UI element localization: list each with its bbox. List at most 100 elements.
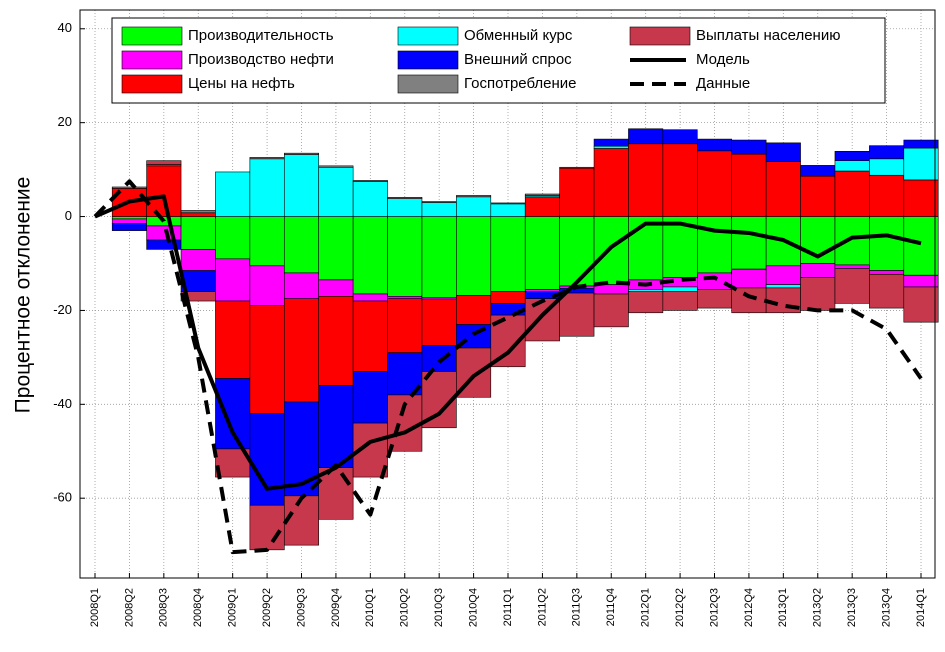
bar-segment bbox=[765, 265, 801, 285]
legend-label: Госпотребление bbox=[464, 75, 577, 92]
bar-segment bbox=[731, 153, 767, 217]
bar-segment bbox=[731, 287, 767, 314]
bar-segment bbox=[421, 201, 457, 203]
bar-segment bbox=[318, 166, 354, 217]
bar-segment bbox=[869, 158, 905, 176]
bar-segment bbox=[696, 272, 733, 290]
legend: Производительность Производство нефти Цены… bbox=[111, 17, 886, 104]
bar-segment bbox=[421, 202, 457, 217]
legend-label: Производство нефти bbox=[188, 51, 334, 68]
bar-segment bbox=[559, 166, 595, 169]
bar-segment bbox=[283, 272, 320, 299]
bar-segment bbox=[249, 265, 285, 307]
bar-segment bbox=[593, 284, 629, 295]
x-tick-label: 2010Q3 bbox=[433, 588, 445, 627]
bar-segment bbox=[731, 216, 767, 270]
legend-swatch bbox=[121, 74, 183, 94]
x-tick-label: 2009Q2 bbox=[261, 588, 273, 627]
bar-segment bbox=[903, 216, 939, 276]
bar-segment bbox=[696, 289, 733, 309]
bar-segment bbox=[249, 216, 285, 267]
bar-segment bbox=[387, 298, 423, 353]
legend-label: Внешний спрос bbox=[464, 51, 572, 68]
bar-segment bbox=[593, 138, 629, 147]
bar-segment bbox=[180, 210, 216, 214]
bar-segment bbox=[869, 145, 905, 160]
bar-segment bbox=[524, 196, 560, 217]
legend-label: Цены на нефть bbox=[188, 75, 295, 92]
bar-segment bbox=[628, 216, 664, 281]
bar-segment bbox=[559, 216, 595, 287]
bar-segment bbox=[352, 293, 388, 302]
bar-segment bbox=[283, 152, 320, 155]
bar-segment bbox=[765, 142, 801, 162]
bar-segment bbox=[662, 291, 698, 311]
x-tick-label: 2008Q2 bbox=[123, 588, 135, 627]
bar-segment bbox=[111, 223, 147, 231]
bar-segment bbox=[731, 268, 767, 289]
bar-segment bbox=[456, 196, 492, 217]
x-tick-label: 2013Q3 bbox=[846, 588, 858, 627]
bar-segment bbox=[628, 143, 664, 217]
bar-segment bbox=[215, 171, 251, 217]
bar-segment bbox=[628, 291, 664, 314]
bar-segment bbox=[318, 296, 354, 386]
bar-segment bbox=[524, 289, 560, 292]
bar-segment bbox=[524, 193, 560, 196]
bar-segment bbox=[387, 216, 423, 297]
bar-segment bbox=[146, 160, 182, 165]
x-tick-label: 2010Q1 bbox=[364, 588, 376, 627]
bar-segment bbox=[765, 161, 801, 217]
bar-segment bbox=[869, 174, 905, 217]
bar-segment bbox=[283, 401, 320, 497]
legend-swatch bbox=[121, 26, 183, 46]
bar-segment bbox=[215, 258, 251, 302]
bar-segment bbox=[456, 216, 492, 296]
x-tick-label: 2010Q4 bbox=[467, 588, 479, 627]
bar-segment bbox=[834, 268, 870, 304]
bar-segment bbox=[593, 216, 629, 285]
x-tick-label: 2011Q3 bbox=[571, 588, 583, 626]
y-tick-label: 0 bbox=[65, 208, 72, 223]
bar-segment bbox=[249, 158, 285, 217]
bar-segment bbox=[731, 139, 767, 155]
y-tick-label: 20 bbox=[58, 114, 72, 129]
bar-segment bbox=[593, 148, 629, 217]
x-tick-label: 2010Q2 bbox=[399, 588, 411, 627]
bar-segment bbox=[559, 167, 595, 217]
bar-segment bbox=[628, 128, 664, 145]
bar-segment bbox=[387, 196, 423, 200]
bar-segment bbox=[456, 295, 492, 325]
y-tick-label: -60 bbox=[53, 490, 72, 505]
x-tick-label: 2009Q1 bbox=[227, 588, 239, 627]
legend-label: Производительность bbox=[188, 27, 334, 44]
bar-segment bbox=[249, 157, 285, 160]
bar-segment bbox=[249, 504, 285, 551]
bar-segment bbox=[180, 249, 216, 271]
bar-segment bbox=[421, 216, 457, 299]
x-tick-label: 2009Q4 bbox=[330, 588, 342, 627]
legend-label: Данные bbox=[696, 75, 750, 92]
y-tick-label: 40 bbox=[58, 20, 72, 35]
x-tick-label: 2013Q4 bbox=[880, 588, 892, 627]
bar-segment bbox=[696, 138, 733, 152]
bar-segment bbox=[662, 129, 698, 145]
bar-segment bbox=[352, 300, 388, 372]
bar-segment bbox=[903, 179, 939, 217]
bar-segment bbox=[662, 143, 698, 217]
y-tick-label: -40 bbox=[53, 396, 72, 411]
bar-segment bbox=[215, 300, 251, 379]
bar-segment bbox=[696, 150, 733, 217]
bar-segment bbox=[903, 286, 939, 323]
bar-segment bbox=[800, 263, 836, 278]
bar-segment bbox=[800, 165, 836, 177]
bar-segment bbox=[834, 160, 870, 172]
bar-segment bbox=[421, 298, 457, 346]
bar-segment bbox=[834, 216, 870, 266]
bar-segment bbox=[903, 139, 939, 149]
bar-segment bbox=[593, 293, 629, 328]
legend-swatch bbox=[121, 50, 183, 70]
bar-segment bbox=[283, 495, 320, 546]
bar-segment bbox=[111, 216, 147, 220]
bar-segment bbox=[249, 305, 285, 415]
